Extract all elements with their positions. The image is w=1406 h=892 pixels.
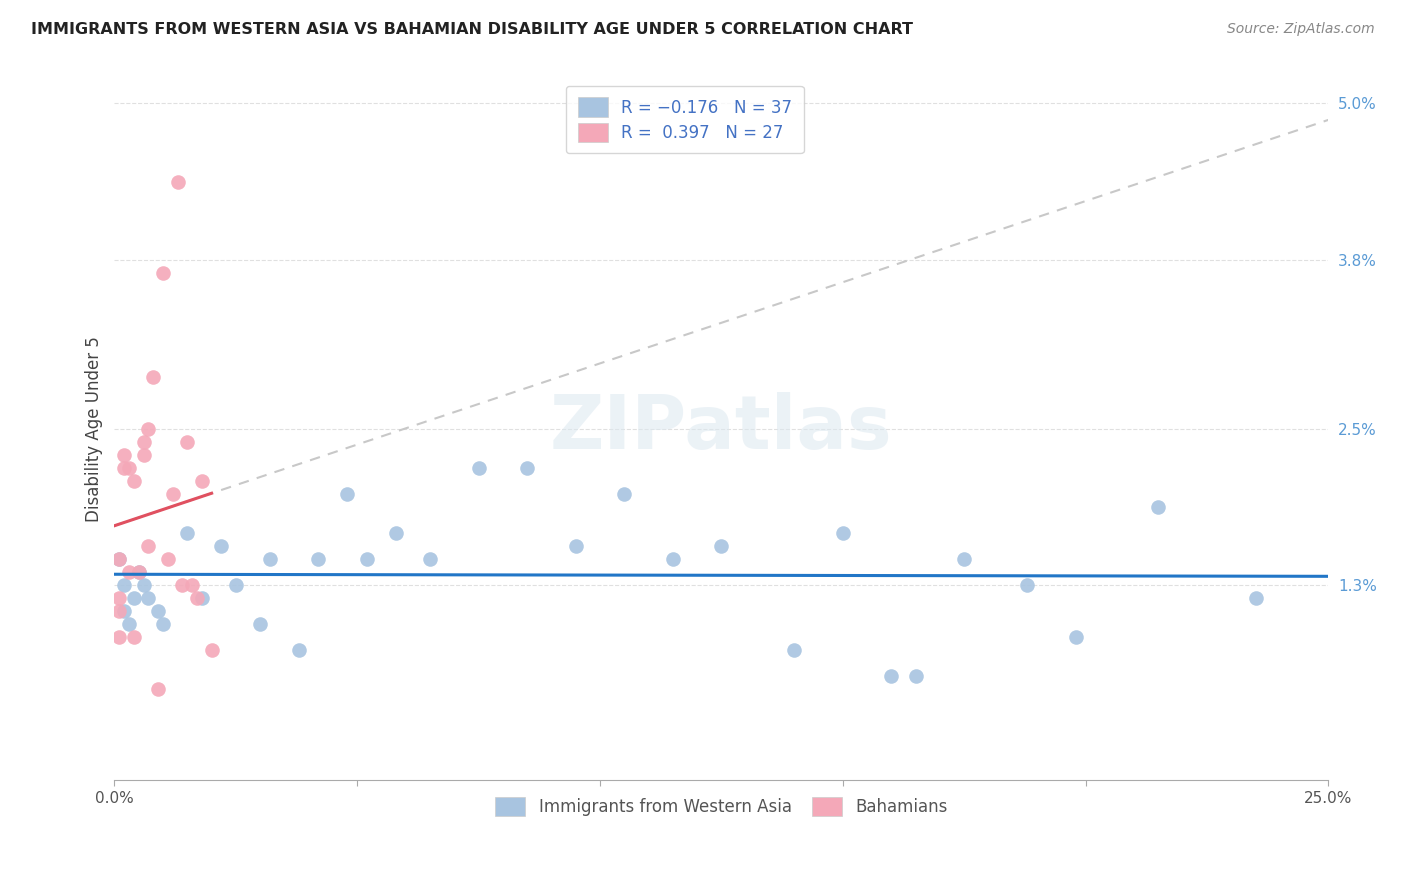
Point — [118, 617, 141, 632]
Point — [138, 539, 160, 553]
Point — [176, 526, 198, 541]
Point — [108, 552, 131, 566]
Point — [176, 434, 198, 449]
Point — [288, 643, 311, 657]
Point — [172, 578, 194, 592]
Point — [142, 369, 165, 384]
Point — [108, 591, 131, 605]
Point — [613, 487, 636, 501]
Point — [156, 552, 179, 566]
Point — [467, 461, 489, 475]
Point — [128, 565, 150, 579]
Point — [166, 175, 188, 189]
Point — [904, 669, 927, 683]
Point — [385, 526, 408, 541]
Point — [112, 461, 135, 475]
Point — [516, 461, 538, 475]
Point — [307, 552, 329, 566]
Point — [191, 474, 214, 488]
Point — [128, 565, 150, 579]
Point — [356, 552, 378, 566]
Point — [118, 565, 141, 579]
Point — [831, 526, 853, 541]
Point — [132, 448, 155, 462]
Point — [181, 578, 204, 592]
Point — [419, 552, 441, 566]
Point — [1064, 630, 1087, 644]
Point — [152, 617, 174, 632]
Point — [122, 474, 145, 488]
Point — [108, 630, 131, 644]
Point — [249, 617, 271, 632]
Point — [225, 578, 247, 592]
Point — [138, 422, 160, 436]
Point — [132, 578, 155, 592]
Point — [122, 591, 145, 605]
Point — [710, 539, 733, 553]
Point — [112, 604, 135, 618]
Point — [1017, 578, 1039, 592]
Point — [112, 448, 135, 462]
Point — [564, 539, 586, 553]
Y-axis label: Disability Age Under 5: Disability Age Under 5 — [86, 336, 103, 522]
Point — [112, 578, 135, 592]
Point — [336, 487, 359, 501]
Point — [122, 630, 145, 644]
Point — [118, 461, 141, 475]
Point — [200, 643, 222, 657]
Point — [783, 643, 806, 657]
Point — [662, 552, 685, 566]
Point — [259, 552, 281, 566]
Point — [138, 591, 160, 605]
Point — [880, 669, 903, 683]
Point — [146, 682, 169, 697]
Text: ZIPatlas: ZIPatlas — [550, 392, 893, 466]
Point — [152, 266, 174, 280]
Point — [132, 434, 155, 449]
Legend: Immigrants from Western Asia, Bahamians: Immigrants from Western Asia, Bahamians — [486, 789, 956, 825]
Point — [186, 591, 208, 605]
Point — [1147, 500, 1170, 514]
Point — [108, 552, 131, 566]
Text: IMMIGRANTS FROM WESTERN ASIA VS BAHAMIAN DISABILITY AGE UNDER 5 CORRELATION CHAR: IMMIGRANTS FROM WESTERN ASIA VS BAHAMIAN… — [31, 22, 912, 37]
Point — [209, 539, 232, 553]
Text: Source: ZipAtlas.com: Source: ZipAtlas.com — [1227, 22, 1375, 37]
Point — [146, 604, 169, 618]
Point — [953, 552, 976, 566]
Point — [191, 591, 214, 605]
Point — [108, 604, 131, 618]
Point — [162, 487, 184, 501]
Point — [1244, 591, 1267, 605]
